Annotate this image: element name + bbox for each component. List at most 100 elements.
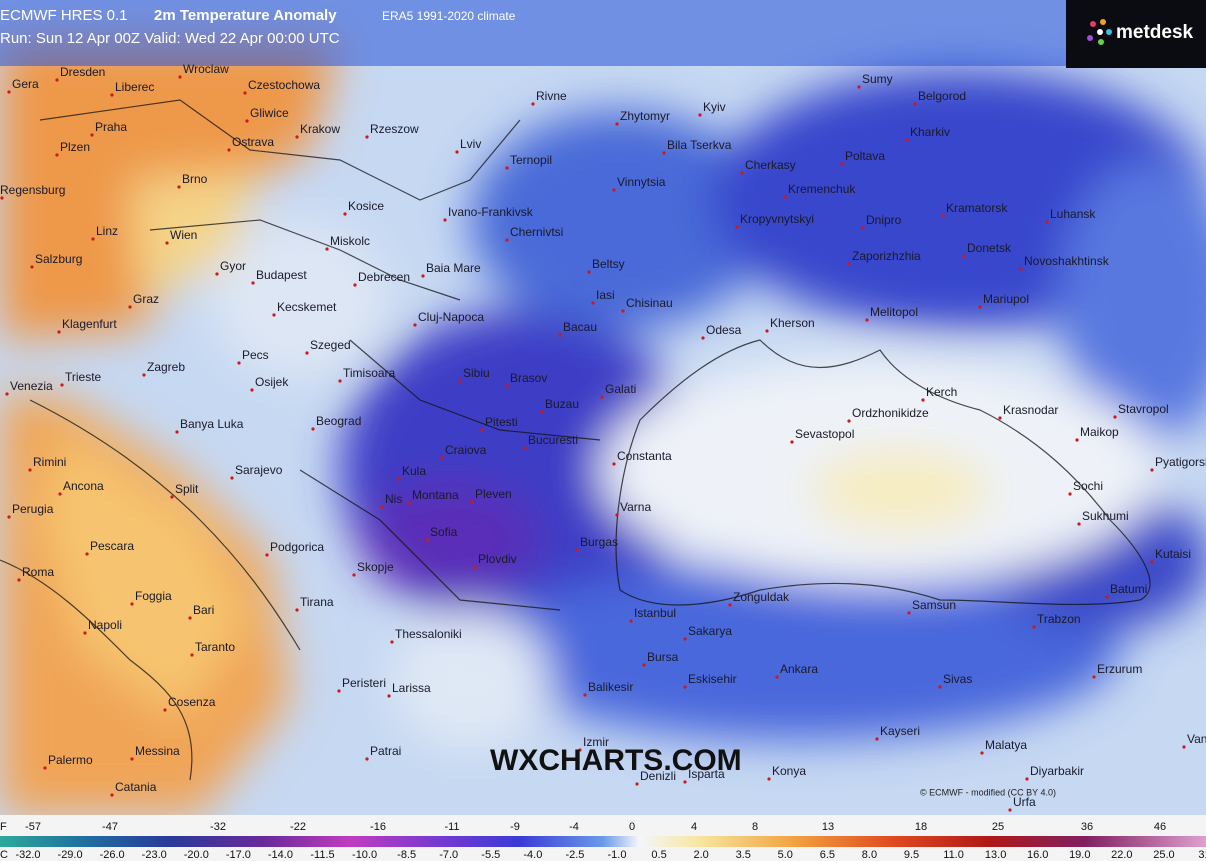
city-label: Urfa bbox=[1013, 795, 1036, 809]
city-label: Regensburg bbox=[0, 183, 65, 197]
city-dot bbox=[600, 395, 604, 399]
city-dot bbox=[188, 616, 192, 620]
colorbar-c-label: -14.0 bbox=[268, 849, 293, 861]
city-label: Catania bbox=[115, 780, 157, 794]
city-label: Kramatorsk bbox=[946, 201, 1008, 215]
city-dot bbox=[558, 333, 562, 337]
city-dot bbox=[480, 428, 484, 432]
city-label: Plovdiv bbox=[478, 552, 517, 566]
colorbar-c-label: -26.0 bbox=[100, 849, 125, 861]
city-dot bbox=[470, 500, 474, 504]
city-label: Buzau bbox=[545, 397, 579, 411]
city-dot bbox=[0, 196, 4, 200]
city-dot bbox=[1008, 808, 1012, 812]
city-label: Ternopil bbox=[510, 153, 552, 167]
city-dot bbox=[938, 685, 942, 689]
city-label: Gera bbox=[12, 77, 39, 91]
logo-box bbox=[1066, 0, 1206, 68]
city-dot bbox=[175, 430, 179, 434]
city-dot bbox=[1075, 438, 1079, 442]
colorbar-c-label: 3.5 bbox=[736, 849, 751, 861]
city-dot bbox=[1105, 595, 1109, 599]
city-dot bbox=[612, 462, 616, 466]
city-label: Sochi bbox=[1073, 479, 1103, 493]
colorbar-f-label: -11 bbox=[444, 821, 459, 833]
city-label: Melitopol bbox=[870, 305, 918, 319]
city-label: Pleven bbox=[475, 487, 512, 501]
city-dot bbox=[575, 548, 579, 552]
city-label: Osijek bbox=[255, 375, 289, 389]
colorbar-c-label: -5.5 bbox=[481, 849, 500, 861]
city-dot bbox=[90, 133, 94, 137]
city-dot bbox=[962, 254, 966, 258]
city-label: Poltava bbox=[845, 149, 885, 163]
city-label: Van bbox=[1187, 732, 1206, 746]
city-dot bbox=[591, 301, 595, 305]
city-label: Zhytomyr bbox=[620, 109, 670, 123]
city-label: Beltsy bbox=[592, 257, 625, 271]
city-label: Denizli bbox=[640, 769, 676, 783]
city-label: Isparta bbox=[688, 767, 725, 781]
colorbar-c-label: 11.0 bbox=[943, 849, 964, 861]
city-label: Budapest bbox=[256, 268, 307, 282]
city-dot bbox=[17, 578, 21, 582]
city-label: Ostrava bbox=[232, 135, 274, 149]
city-label: Krakow bbox=[300, 122, 340, 136]
city-dot bbox=[163, 708, 167, 712]
colorbar-f-label: -4 bbox=[569, 821, 579, 833]
city-dot bbox=[170, 495, 174, 499]
city-label: Wroclaw bbox=[183, 62, 229, 76]
temperature-field bbox=[0, 0, 1206, 815]
city-label: Dresden bbox=[60, 65, 105, 79]
city-dot bbox=[251, 281, 255, 285]
city-dot bbox=[130, 602, 134, 606]
city-dot bbox=[5, 392, 9, 396]
colorbar-c-label: 19.0 bbox=[1069, 849, 1090, 861]
city-label: Luhansk bbox=[1050, 207, 1096, 221]
city-dot bbox=[847, 419, 851, 423]
city-dot bbox=[142, 373, 146, 377]
city-label: Kutaisi bbox=[1155, 547, 1191, 561]
city-dot bbox=[765, 329, 769, 333]
city-label: Kremenchuk bbox=[788, 182, 856, 196]
city-label: Burgas bbox=[580, 535, 618, 549]
city-dot bbox=[913, 102, 917, 106]
city-dot bbox=[1025, 777, 1029, 781]
city-label: Istanbul bbox=[634, 606, 676, 620]
colorbar-f-label: -32 bbox=[210, 821, 226, 833]
city-label: Palermo bbox=[48, 753, 93, 767]
city-dot bbox=[1045, 220, 1049, 224]
city-dot bbox=[840, 162, 844, 166]
city-dot bbox=[30, 265, 34, 269]
city-label: Varna bbox=[620, 500, 651, 514]
city-label: Foggia bbox=[135, 589, 172, 603]
city-dot bbox=[1092, 675, 1096, 679]
city-dot bbox=[60, 383, 64, 387]
map-title: 2m Temperature Anomaly bbox=[154, 7, 337, 24]
city-label: Sivas bbox=[943, 672, 972, 686]
city-dot bbox=[380, 505, 384, 509]
city-label: Krasnodar bbox=[1003, 403, 1058, 417]
city-dot bbox=[237, 361, 241, 365]
city-label: Brno bbox=[182, 172, 208, 186]
city-label: Brasov bbox=[510, 371, 547, 385]
colorbar-c-label: 0.5 bbox=[651, 849, 666, 861]
colorbar-f-label: 36 bbox=[1081, 821, 1093, 833]
colorbar-f-label: -16 bbox=[370, 821, 386, 833]
colorbar-c-label: 6.5 bbox=[820, 849, 835, 861]
city-dot bbox=[701, 336, 705, 340]
city-label: Iasi bbox=[596, 288, 615, 302]
city-label: Zagreb bbox=[147, 360, 185, 374]
logo-text: metdesk bbox=[1116, 22, 1194, 43]
city-label: Constanta bbox=[617, 449, 672, 463]
city-dot bbox=[905, 138, 909, 142]
colorbar-f-label: 13 bbox=[822, 821, 834, 833]
city-label: Odesa bbox=[706, 323, 742, 337]
city-dot bbox=[621, 309, 625, 313]
city-label: Tirana bbox=[300, 595, 334, 609]
city-dot bbox=[531, 102, 535, 106]
city-label: Podgorica bbox=[270, 540, 324, 554]
city-label: Ankara bbox=[780, 662, 818, 676]
city-dot bbox=[7, 90, 11, 94]
